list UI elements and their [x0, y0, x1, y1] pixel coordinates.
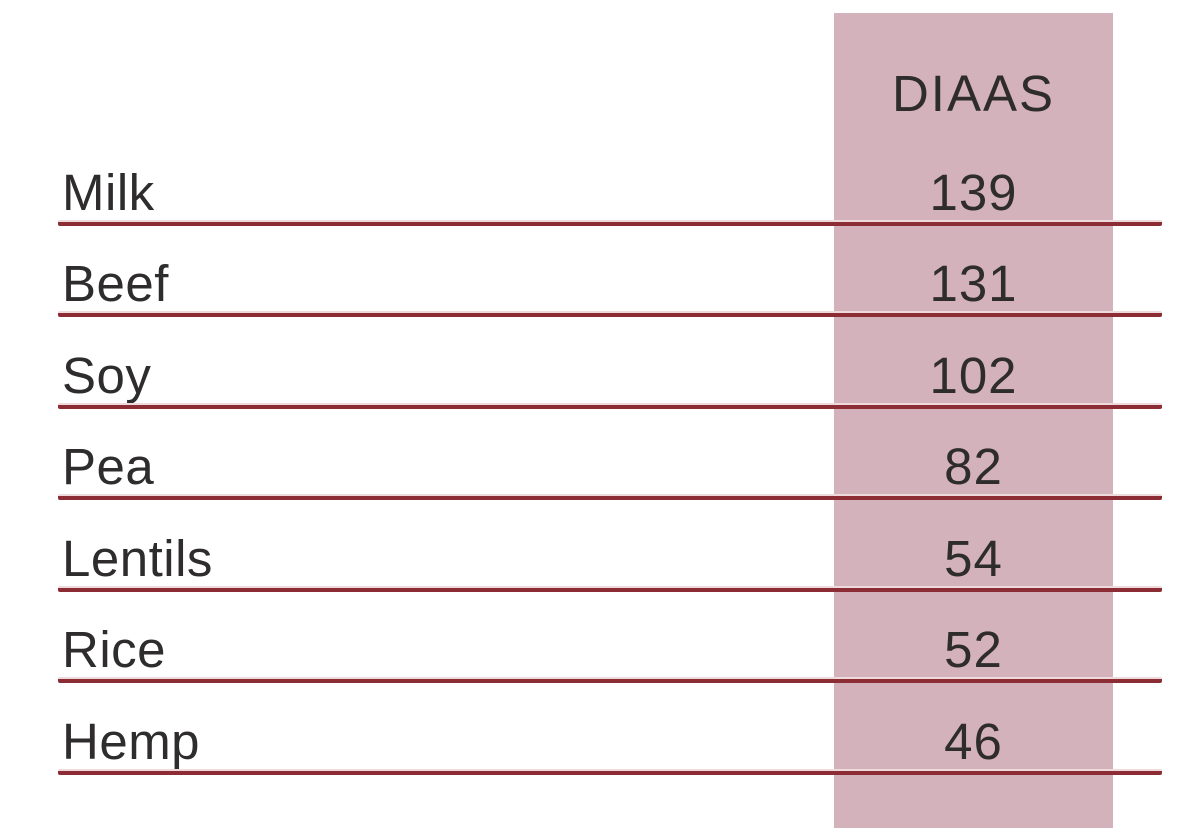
- row-value: 54: [944, 529, 1003, 587]
- table-row: Milk 139: [58, 134, 1162, 226]
- row-label: Hemp: [62, 712, 201, 770]
- row-value: 46: [944, 712, 1003, 770]
- diaas-column-header: DIAAS: [891, 65, 1056, 122]
- row-divider: [58, 402, 1162, 409]
- diaas-column-band: [834, 13, 1113, 828]
- table-header-row: DIAAS: [58, 0, 1162, 134]
- table-row: Hemp 46: [58, 683, 1162, 775]
- row-divider: [58, 768, 1162, 775]
- row-divider: [58, 311, 1162, 317]
- row-value: 102: [929, 346, 1018, 404]
- row-value: 131: [929, 255, 1018, 312]
- row-divider: [58, 494, 1162, 500]
- table-row: Beef 131: [58, 226, 1162, 317]
- row-label: Soy: [62, 346, 152, 404]
- row-value: 52: [944, 621, 1003, 678]
- row-divider: [58, 677, 1162, 683]
- row-label: Milk: [62, 163, 155, 221]
- table-row: Soy 102: [58, 317, 1162, 409]
- row-divider: [58, 585, 1162, 592]
- row-label: Lentils: [62, 529, 213, 587]
- table: DIAAS Milk 139 Beef 131 Soy 102 Pea 82 L…: [58, 0, 1162, 775]
- row-label: Beef: [62, 255, 169, 312]
- row-divider: [58, 219, 1162, 226]
- row-label: Rice: [62, 621, 167, 678]
- table-row: Rice 52: [58, 592, 1162, 683]
- table-row: Lentils 54: [58, 500, 1162, 592]
- table-row: Pea 82: [58, 409, 1162, 500]
- row-value: 82: [944, 438, 1003, 495]
- row-label: Pea: [62, 438, 155, 495]
- row-value: 139: [929, 163, 1018, 221]
